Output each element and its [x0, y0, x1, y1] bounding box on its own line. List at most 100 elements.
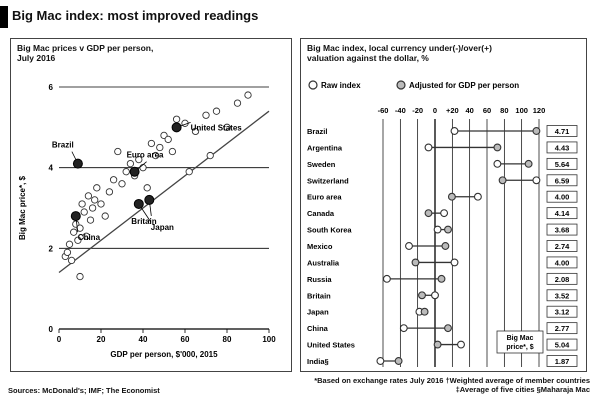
x-tick-label: 40: [139, 335, 148, 344]
raw-index-dot: [457, 340, 465, 349]
index-panel: Big Mac index, local currency under(-)/o…: [300, 38, 587, 372]
raw-index-dot: [405, 242, 413, 250]
scatter-point: [76, 224, 84, 232]
price-box: [546, 322, 578, 335]
raw-index-dot: [450, 258, 459, 267]
country-label: Mexico: [307, 242, 333, 251]
price-box: [546, 338, 578, 351]
x-tick-label: 0: [433, 106, 437, 115]
scatter-point: [206, 151, 214, 160]
scatter-point: [105, 188, 114, 196]
adjusted-index-dot: [411, 258, 420, 267]
scatter-point: [223, 123, 231, 131]
scatter-point: [78, 200, 86, 208]
scatter-point: [147, 139, 156, 148]
x-tick-label: -60: [378, 106, 389, 115]
y-tick-label: 2: [49, 244, 54, 253]
price-label: 3.52: [555, 291, 570, 300]
index-title-line1: Big Mac index, local currency under(-)/o…: [307, 43, 492, 53]
price-label: 2.74: [555, 242, 570, 251]
price-box: [546, 207, 578, 220]
country-label: Switzerland: [307, 176, 349, 185]
scatter-point: [135, 155, 143, 164]
country-label: Euro area: [307, 193, 342, 202]
price-box: [546, 223, 578, 236]
scatter-point: [76, 272, 84, 281]
highlight-label: Brazil: [52, 141, 74, 150]
scatter-point: [80, 208, 88, 216]
highlighted-point: [171, 122, 182, 133]
scatter-point: [97, 200, 105, 208]
price-label: 4.71: [555, 127, 570, 136]
price-label: 5.64: [555, 160, 570, 169]
scatter-point: [191, 127, 200, 136]
raw-index-dot: [473, 192, 482, 201]
scatter-point: [156, 143, 164, 152]
x-tick-label: 40: [465, 106, 473, 115]
adjusted-index-dot: [444, 324, 452, 333]
index-title-line2: valuation against the dollar, %: [307, 53, 429, 63]
scatter-point: [114, 147, 122, 156]
footnotes: *Based on exchange rates July 2016 †Weig…: [300, 376, 590, 394]
price-label: 4.43: [555, 143, 570, 152]
x-tick-label: 60: [483, 106, 491, 115]
legend-adjusted-label: Adjusted for GDP per person: [409, 81, 519, 90]
country-label: Canada: [307, 209, 335, 218]
x-axis-label: GDP per person, $'000, 2015: [110, 350, 218, 359]
highlight-label: Britain: [131, 217, 156, 226]
scatter-point: [143, 184, 151, 192]
x-tick-label: +20: [446, 106, 459, 115]
scatter-point: [151, 151, 160, 160]
highlight-label: China: [78, 233, 101, 242]
country-label: Britain: [307, 291, 331, 300]
scatter-point: [70, 228, 78, 236]
y-tick-label: 6: [49, 83, 54, 92]
adjusted-index-dot: [447, 192, 456, 201]
x-tick-label: 100: [262, 335, 276, 344]
country-label: Sweden: [307, 160, 336, 169]
footnote-line2: ‡Average of five cities §Maharaja Mac: [455, 385, 590, 394]
x-tick-label: 80: [500, 106, 508, 115]
highlight-label: Euro area: [127, 151, 164, 160]
country-label: Russia: [307, 275, 332, 284]
adjusted-index-dot: [418, 291, 426, 300]
y-tick-label: 4: [49, 164, 54, 173]
scatter-point: [212, 107, 221, 115]
scatter-point: [93, 184, 101, 192]
highlighted-point: [129, 166, 140, 177]
x-tick-label: 0: [57, 335, 62, 344]
country-label: South Korea: [307, 226, 352, 235]
callout-line2: price*, $: [506, 344, 533, 351]
scatter-point: [139, 164, 147, 172]
adjusted-index-dot: [441, 242, 450, 250]
country-label: United States: [307, 341, 355, 350]
callout-box: [496, 330, 544, 354]
source-note: Sources: McDonald's; IMF; The Economist: [8, 386, 160, 395]
price-box: [546, 289, 578, 302]
raw-index-dot: [450, 127, 459, 135]
scatter-point: [244, 91, 252, 99]
raw-index-dot: [532, 176, 541, 185]
price-box: [546, 272, 578, 285]
scatter-point: [67, 256, 76, 265]
price-box: [546, 355, 578, 367]
scatter-point: [109, 176, 118, 184]
scatter-title-line2: July 2016: [17, 53, 56, 63]
adjusted-index-dot: [394, 357, 403, 365]
scatter-point: [91, 196, 99, 204]
scatter-point: [74, 236, 82, 244]
adjusted-index-dot: [532, 127, 541, 135]
legend-raw-marker: [308, 80, 318, 90]
price-box: [546, 190, 578, 203]
title-accent-bar: [0, 6, 8, 28]
scatter-point: [86, 216, 95, 224]
legend-raw-label: Raw index: [321, 81, 361, 90]
price-box: [546, 174, 578, 187]
price-label: 5.04: [555, 341, 570, 350]
scatter-point: [84, 192, 93, 200]
y-axis-label: Big Mac price*, $: [18, 175, 27, 240]
scatter-point: [101, 212, 109, 220]
price-label: 4.14: [555, 209, 570, 218]
scatter-point: [118, 180, 126, 188]
raw-index-dot: [424, 143, 433, 152]
